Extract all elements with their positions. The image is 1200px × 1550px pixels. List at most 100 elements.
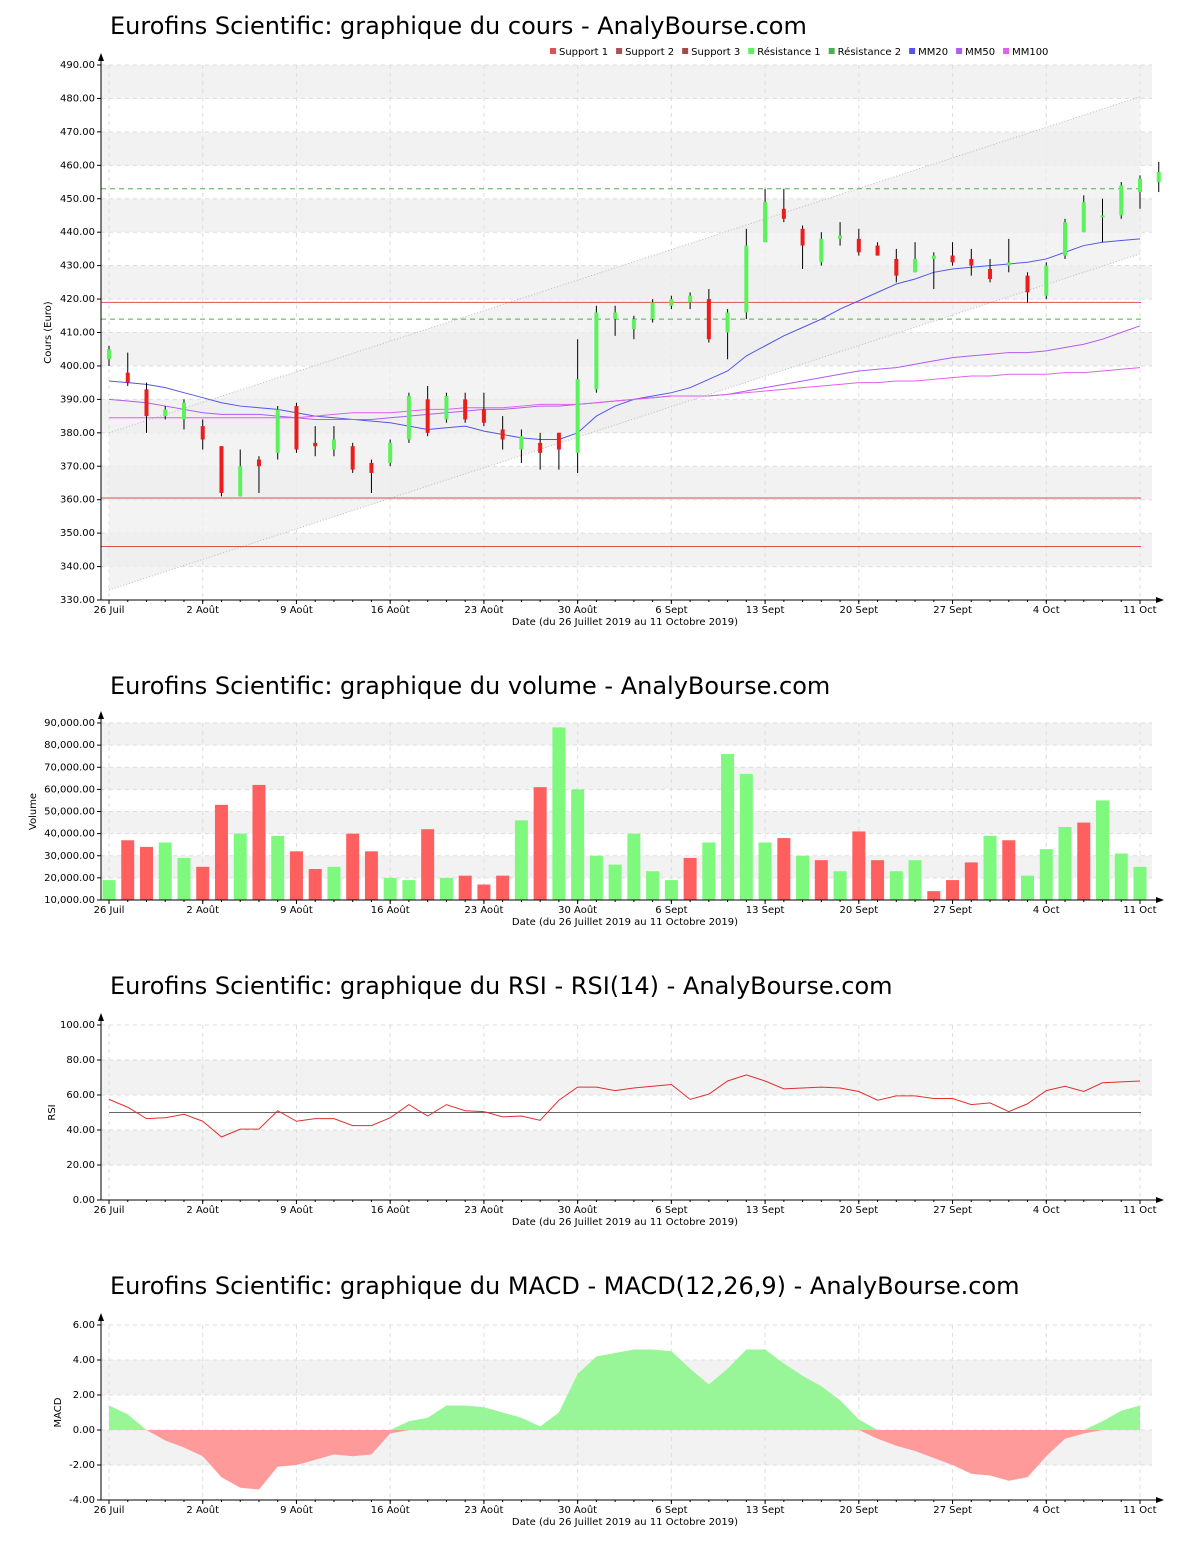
- legend-label: Support 3: [691, 47, 740, 58]
- x-tick-label: 11 Oct: [1123, 605, 1156, 616]
- candle-body: [725, 312, 730, 333]
- volume-bar: [158, 842, 172, 900]
- volume-bar: [646, 871, 660, 900]
- x-tick-label: 6 Sept: [655, 1205, 687, 1216]
- mm100-line: [109, 367, 1141, 419]
- y-axis-arrow: [98, 1313, 104, 1321]
- legend-label: MM100: [1012, 47, 1048, 58]
- volume-bar: [1058, 826, 1072, 900]
- grid-band: [101, 1130, 1152, 1165]
- y-tick-label: 330.00: [60, 595, 95, 606]
- x-axis-arrow: [1156, 597, 1164, 603]
- x-axis-arrow: [1156, 1197, 1164, 1203]
- candle-body: [781, 208, 786, 219]
- chart-title: Eurofins Scientific: graphique du RSI - …: [110, 972, 893, 1000]
- volume-bar: [571, 789, 585, 900]
- y-tick-label: -4.00: [69, 1495, 95, 1506]
- chart-panel-0: Eurofins Scientific: graphique du cours …: [43, 12, 1164, 628]
- candle-body: [875, 245, 880, 256]
- candle-body: [575, 379, 580, 453]
- candle-body: [500, 429, 505, 440]
- candle-body: [313, 442, 318, 447]
- candle-body: [931, 255, 936, 259]
- x-tick-label: 27 Sept: [933, 905, 972, 916]
- x-tick-label: 11 Oct: [1123, 905, 1156, 916]
- candle-body: [444, 396, 449, 420]
- legend-swatch: [682, 48, 689, 54]
- candle-body: [1156, 172, 1161, 183]
- volume-bar: [552, 727, 566, 900]
- y-tick-label: 4.00: [73, 1355, 95, 1366]
- volume-bar: [252, 784, 266, 900]
- legend-label: Support 2: [625, 47, 674, 58]
- x-tick-label: 16 Août: [371, 1204, 410, 1216]
- x-tick-label: 20 Sept: [839, 905, 878, 916]
- x-tick-label: 4 Oct: [1033, 1205, 1060, 1216]
- x-tick-label: 13 Sept: [746, 1205, 785, 1216]
- y-tick-label: 390.00: [60, 394, 95, 405]
- x-tick-label: 30 Août: [558, 1204, 597, 1216]
- y-tick-label: 350.00: [60, 528, 95, 539]
- candle-body: [331, 439, 336, 450]
- x-tick-label: 9 Août: [280, 1504, 313, 1516]
- candle-body: [107, 349, 111, 360]
- candle-body: [519, 436, 524, 450]
- x-tick-label: 9 Août: [280, 604, 313, 616]
- legend-swatch: [616, 48, 623, 54]
- x-axis-arrow: [1156, 1497, 1164, 1503]
- y-tick-label: 420.00: [60, 294, 95, 305]
- volume-bar: [121, 840, 135, 900]
- x-tick-label: 16 Août: [371, 1504, 410, 1516]
- x-axis-label: Date (du 26 Juillet 2019 au 11 Octobre 2…: [512, 917, 738, 928]
- candle-body: [1138, 178, 1142, 193]
- chart-title: Eurofins Scientific: graphique du MACD -…: [110, 1272, 1020, 1300]
- volume-bar: [1096, 800, 1110, 900]
- y-tick-label: 450.00: [60, 194, 95, 205]
- x-tick-label: 26 Juil: [94, 1505, 125, 1516]
- volume-bar: [702, 842, 716, 900]
- volume-bar: [871, 860, 885, 900]
- candle-body: [988, 268, 993, 279]
- x-tick-label: 4 Oct: [1033, 1505, 1060, 1516]
- x-tick-label: 4 Oct: [1033, 905, 1060, 916]
- x-tick-label: 2 Août: [186, 604, 219, 616]
- candle-body: [1044, 265, 1049, 296]
- candle-body: [1081, 202, 1086, 233]
- volume-bar: [196, 866, 210, 900]
- volume-bar: [1039, 849, 1053, 900]
- volume-bar: [721, 753, 735, 900]
- x-tick-label: 27 Sept: [933, 1505, 972, 1516]
- volume-bar: [514, 820, 528, 900]
- candle-body: [800, 228, 805, 246]
- legend-swatch: [828, 48, 835, 54]
- volume-bar: [102, 880, 116, 900]
- chart-title: Eurofins Scientific: graphique du cours …: [110, 12, 807, 40]
- volume-bar: [496, 875, 510, 900]
- volume-bar: [533, 787, 547, 900]
- x-tick-label: 16 Août: [371, 604, 410, 616]
- volume-bar: [1002, 840, 1016, 900]
- candle-body: [763, 202, 768, 243]
- y-tick-label: 400.00: [60, 361, 95, 372]
- legend-swatch: [748, 48, 755, 54]
- candle-body: [894, 258, 899, 276]
- candle-body: [950, 255, 955, 263]
- y-tick-label: 0.00: [73, 1195, 95, 1206]
- grid-band: [101, 1060, 1152, 1095]
- x-tick-label: 30 Août: [558, 1504, 597, 1516]
- y-tick-label: 480.00: [60, 93, 95, 104]
- candle-body: [238, 466, 243, 497]
- x-tick-label: 2 Août: [186, 1504, 219, 1516]
- x-tick-label: 26 Juil: [94, 1205, 125, 1216]
- volume-bar: [683, 857, 697, 900]
- channel-lower-line: [108, 253, 1141, 591]
- volume-bar: [439, 877, 453, 900]
- grid-band: [101, 767, 1152, 790]
- volume-bar: [346, 833, 360, 900]
- y-tick-label: 340.00: [60, 562, 95, 573]
- x-axis-label: Date (du 26 Juillet 2019 au 11 Octobre 2…: [512, 1517, 738, 1528]
- candle-body: [538, 442, 543, 453]
- volume-bar: [139, 846, 153, 900]
- candle-body: [200, 426, 205, 440]
- legend-swatch: [550, 48, 556, 54]
